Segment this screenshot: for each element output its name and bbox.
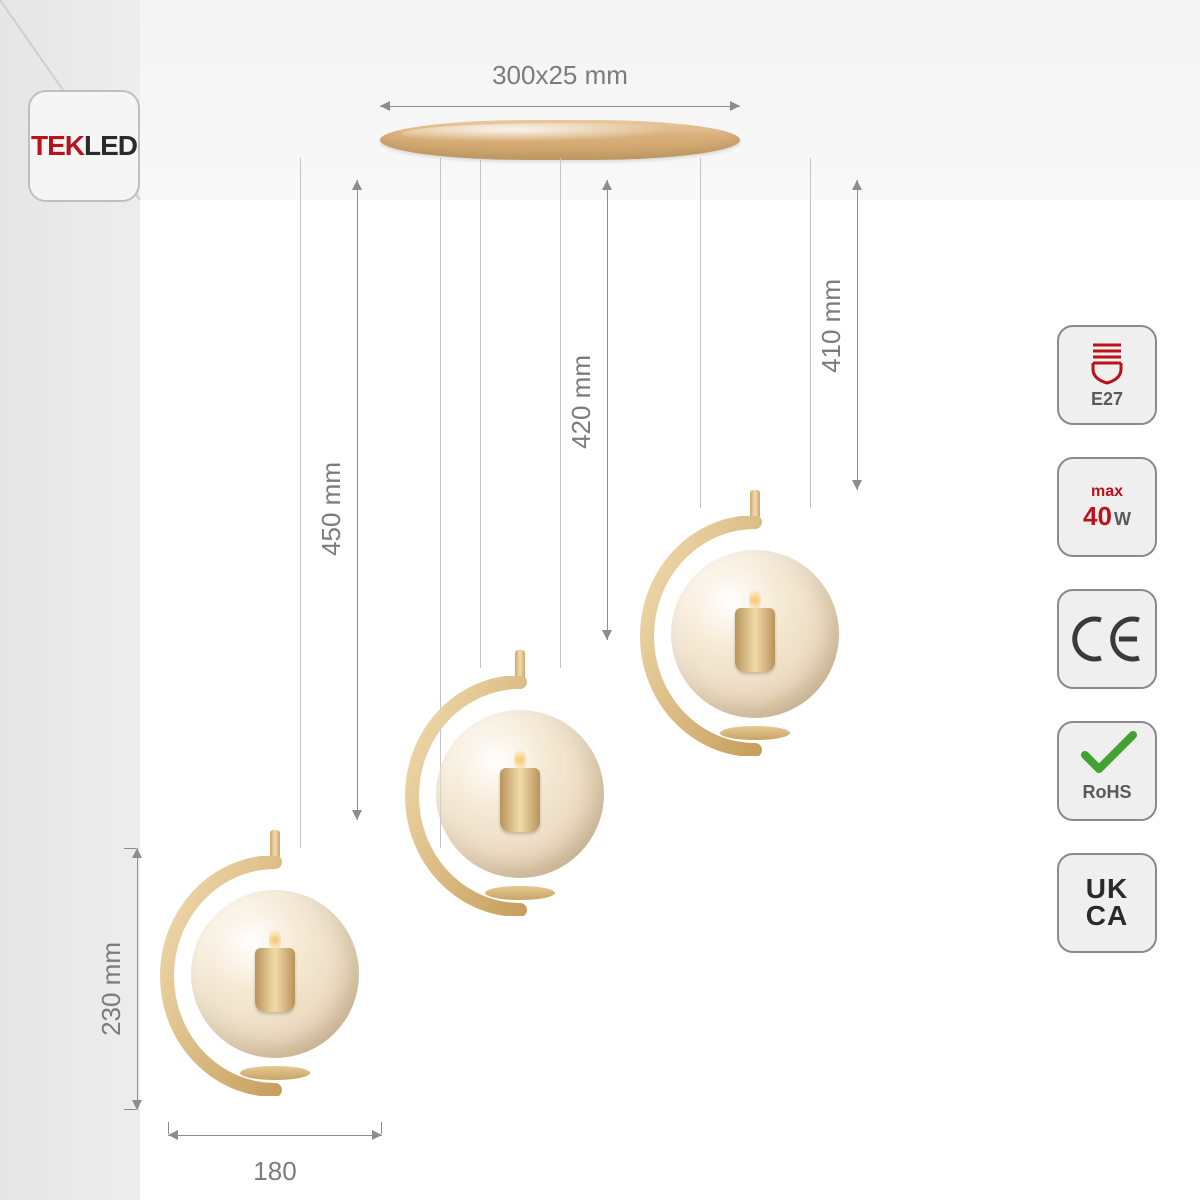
ce-mark-icon <box>1067 614 1147 664</box>
dim-drop-2: 420 mm <box>600 180 614 640</box>
badge-rohs: RoHS <box>1057 721 1157 821</box>
pendant-3 <box>640 490 870 770</box>
badge-socket-label: E27 <box>1091 389 1123 410</box>
brand-red: TEK <box>31 130 84 161</box>
badge-ukca-bottom: CA <box>1086 903 1128 930</box>
scene: TEKLED 300x25 mm 450 mm 420 mm <box>0 0 1200 1200</box>
badge-watt-value: 40 <box>1083 501 1112 531</box>
badge-max-label: max <box>1091 483 1123 501</box>
dim-drop2-label: 420 mm <box>566 355 597 449</box>
badge-max-watt: max 40W <box>1057 457 1157 557</box>
dim-pendant-w-label: 180 <box>253 1156 296 1187</box>
badge-rohs-label: RoHS <box>1083 782 1132 803</box>
dim-canopy-label: 300x25 mm <box>492 60 628 91</box>
wire-3b <box>810 158 811 508</box>
brand-dark: LED <box>84 130 137 161</box>
brand-logo: TEKLED <box>28 90 140 202</box>
dim-drop-1: 450 mm <box>350 180 364 820</box>
dim-pendant-height: 230 mm <box>130 848 144 1110</box>
badge-socket: E27 <box>1057 325 1157 425</box>
wire-2b <box>480 158 481 668</box>
dim-drop1-label: 450 mm <box>316 462 347 556</box>
dim-drop3-label: 410 mm <box>816 279 847 373</box>
bulb-base-icon <box>1087 341 1127 385</box>
badge-ukca: UK CA <box>1057 853 1157 953</box>
dim-pendant-h-label: 230 mm <box>96 942 127 1036</box>
badge-ukca-top: UK <box>1086 876 1128 903</box>
dim-canopy: 300x25 mm <box>380 60 740 113</box>
wire-1b <box>300 158 301 848</box>
ceiling-canopy <box>380 120 740 160</box>
badge-watt-unit: W <box>1114 509 1131 529</box>
wire-2 <box>560 158 561 668</box>
dim-drop-3: 410 mm <box>850 180 864 490</box>
pendant-1 <box>160 830 390 1110</box>
badge-ce <box>1057 589 1157 689</box>
check-icon <box>1081 731 1137 775</box>
wire-3 <box>700 158 701 508</box>
pendant-2 <box>405 650 635 930</box>
spec-badges: E27 max 40W RoHS UK CA <box>1052 325 1162 953</box>
dim-pendant-width: 180 <box>168 1128 382 1187</box>
